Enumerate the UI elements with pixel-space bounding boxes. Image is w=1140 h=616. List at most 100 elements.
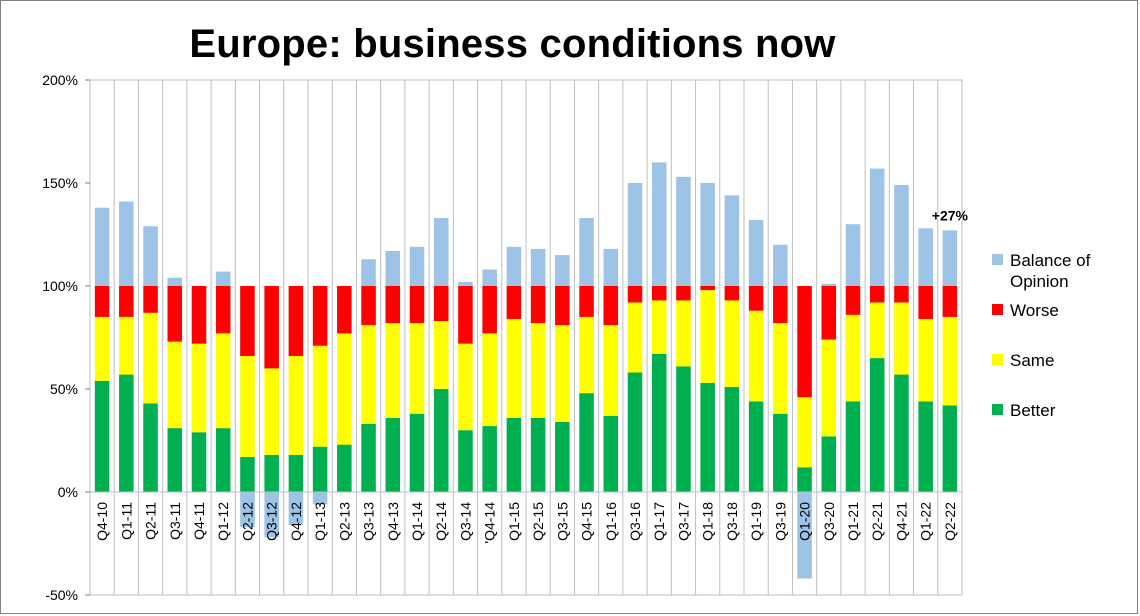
bar-better	[361, 424, 376, 492]
bar-better	[918, 401, 933, 492]
bar-same	[651, 300, 667, 354]
bar-same	[240, 356, 255, 457]
x-tick-label: Q3-16	[627, 502, 643, 541]
bar-better	[821, 436, 837, 492]
bar-same	[845, 314, 861, 402]
bar-worse	[797, 286, 812, 398]
chart-title: Europe: business conditions now	[189, 22, 836, 66]
bar-same	[506, 318, 522, 418]
bar-same	[942, 316, 958, 406]
bar-worse	[918, 286, 933, 319]
bar-balance-of-opinion	[288, 492, 304, 525]
bar-worse	[555, 286, 570, 326]
bar-same	[821, 339, 837, 437]
bar-balance-of-opinion	[482, 269, 497, 286]
bar-better	[579, 393, 594, 492]
bar-better	[700, 382, 715, 492]
bar-worse	[506, 286, 522, 319]
bar-worse	[143, 286, 158, 313]
bar-same	[119, 316, 134, 375]
x-tick-label: Q3-18	[724, 502, 740, 541]
bar-balance-of-opinion	[700, 183, 715, 286]
bar-worse	[409, 286, 425, 324]
bar-balance-of-opinion	[821, 283, 837, 286]
bar-same	[458, 343, 473, 431]
bar-same	[676, 300, 691, 367]
bar-worse	[773, 286, 788, 324]
x-tick-label: Q3-11	[167, 502, 183, 540]
legend-swatch	[992, 304, 1003, 315]
bar-balance-of-opinion	[773, 244, 788, 286]
bar-same	[748, 310, 764, 402]
bar-better	[724, 386, 740, 492]
bar-better	[119, 374, 134, 492]
bar-worse	[119, 286, 134, 317]
x-tick-label: Q3-17	[675, 502, 691, 541]
bar-balance-of-opinion	[579, 218, 594, 286]
x-tick-label: Q1-22	[918, 502, 934, 541]
bar-same	[215, 333, 231, 429]
bar-worse	[700, 286, 715, 291]
x-tick-label: Q2-13	[336, 502, 352, 541]
bar-worse	[530, 286, 546, 324]
bar-worse	[603, 286, 619, 326]
bar-worse	[942, 286, 958, 317]
bar-same	[94, 316, 110, 381]
bar-balance-of-opinion	[555, 255, 570, 286]
bar-worse	[337, 286, 352, 334]
bar-better	[627, 372, 643, 492]
bar-same	[530, 323, 546, 418]
bar-balance-of-opinion	[627, 183, 643, 286]
bar-better	[845, 401, 861, 492]
bar-same	[482, 333, 497, 427]
x-tick-label: Q1-21	[845, 502, 861, 541]
bar-better	[506, 417, 522, 492]
x-tick-label: Q3-15	[554, 502, 570, 541]
x-tick-label: Q2-12	[239, 502, 255, 541]
bar-worse	[482, 286, 497, 334]
x-tick-label: Q3-19	[772, 502, 788, 541]
legend-label: Balance of Opinion	[1010, 251, 1091, 291]
bar-better	[94, 380, 110, 492]
bar-worse	[361, 286, 376, 326]
bar-same	[627, 302, 643, 373]
y-tick-label: 200%	[42, 72, 78, 88]
bar-better	[337, 444, 352, 492]
x-tick-label: Q4-10	[94, 502, 110, 541]
bar-same	[191, 343, 207, 433]
x-tick-label: Q1-18	[700, 502, 716, 541]
bar-balance-of-opinion	[240, 492, 255, 528]
bar-better	[312, 446, 328, 492]
bar-worse	[821, 286, 837, 340]
bar-worse	[748, 286, 764, 311]
bar-better	[191, 432, 207, 492]
bar-better	[797, 467, 812, 492]
bar-balance-of-opinion	[894, 185, 909, 286]
bar-balance-of-opinion	[603, 248, 619, 286]
bar-better	[603, 415, 619, 492]
bar-worse	[240, 286, 255, 357]
bar-better	[676, 366, 691, 492]
bar-worse	[724, 286, 740, 301]
bar-balance-of-opinion	[458, 281, 473, 286]
x-tick-label: Q1-12	[215, 502, 231, 541]
bar-worse	[191, 286, 207, 344]
bar-balance-of-opinion	[312, 492, 328, 505]
bar-worse	[627, 286, 643, 303]
bar-worse	[264, 286, 279, 369]
bar-same	[797, 397, 812, 468]
bar-same	[773, 323, 788, 414]
bar-worse	[579, 286, 594, 317]
bar-same	[361, 325, 376, 425]
x-tick-label: Q1-14	[409, 502, 425, 541]
bar-worse	[433, 286, 449, 322]
legend-label: Same	[1010, 351, 1054, 370]
x-tick-label: Q1-17	[651, 502, 667, 541]
bar-balance-of-opinion	[748, 220, 764, 286]
x-tick-label: Q4-11	[191, 502, 207, 540]
bar-same	[167, 341, 183, 429]
bar-balance-of-opinion	[385, 250, 401, 286]
y-tick-label: 0%	[58, 484, 78, 500]
x-tick-label: Q1-13	[312, 502, 328, 541]
